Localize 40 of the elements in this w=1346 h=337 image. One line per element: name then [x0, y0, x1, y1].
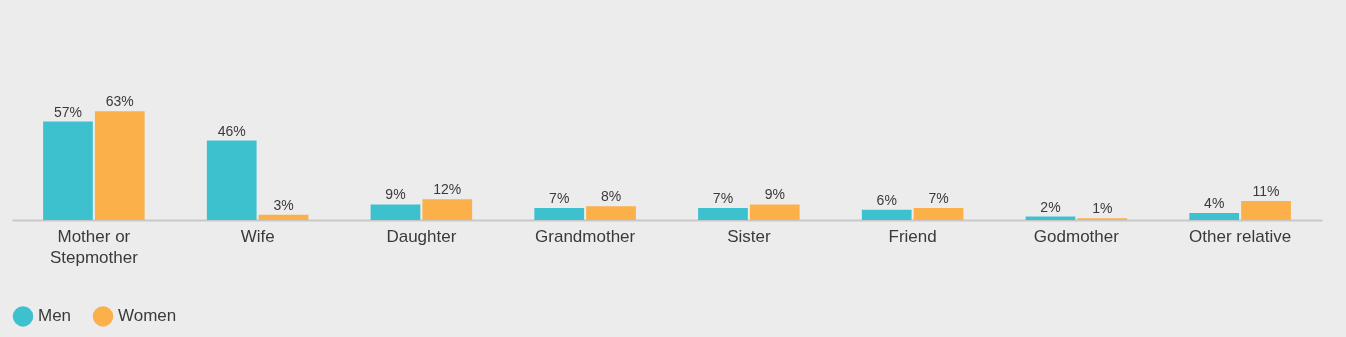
data-label: 8% — [600, 188, 622, 205]
data-label: 3% — [273, 196, 294, 213]
bar — [1241, 201, 1291, 220]
bar — [206, 140, 257, 220]
data-label: 7% — [712, 189, 734, 206]
bar — [913, 207, 964, 220]
bar — [43, 121, 93, 220]
x-tick-label: Sister — [727, 226, 771, 246]
x-tick-label: Daughter — [386, 226, 457, 246]
x-tick-label: Wife — [240, 226, 275, 246]
bar — [698, 207, 748, 220]
data-label: 2% — [1040, 198, 1061, 215]
x-tick-label: Friend — [888, 226, 937, 246]
legend-label: Women — [118, 306, 177, 326]
x-tick-label: Godmother — [1033, 226, 1120, 246]
data-label: 57% — [53, 103, 82, 120]
bar — [586, 206, 636, 220]
data-label: 63% — [105, 93, 134, 110]
x-tick-label: Grandmother — [535, 226, 636, 246]
data-label: 7% — [928, 189, 949, 206]
x-tick-label: Mother or Stepmother — [49, 226, 139, 267]
data-label: 12% — [433, 181, 462, 198]
bar — [749, 204, 800, 220]
bar — [258, 214, 309, 220]
bar — [370, 204, 421, 220]
data-label: 46% — [217, 122, 246, 139]
bar — [1189, 213, 1240, 220]
x-tick-label: Other relative — [1189, 226, 1292, 246]
data-label: 1% — [1092, 200, 1113, 217]
data-label: 11% — [1252, 183, 1280, 199]
data-label: 9% — [385, 186, 406, 203]
data-label: 7% — [549, 189, 570, 206]
bar — [861, 209, 912, 220]
bar — [422, 199, 473, 220]
data-label: 4% — [1204, 195, 1225, 212]
bar — [534, 207, 585, 220]
bar — [94, 111, 145, 220]
legend-label: Men — [38, 306, 72, 326]
data-label: 6% — [876, 191, 897, 208]
data-label: 9% — [764, 186, 785, 203]
